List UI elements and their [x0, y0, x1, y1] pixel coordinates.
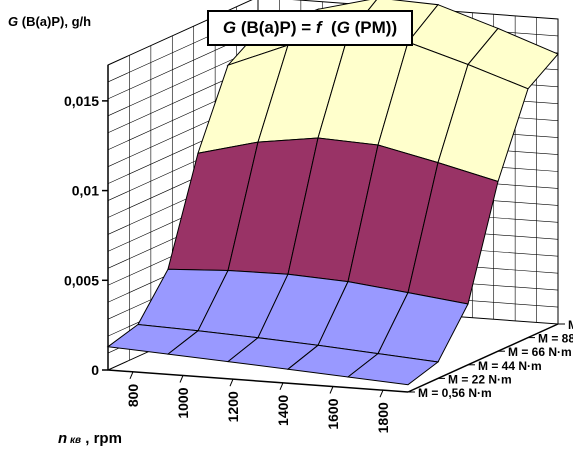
y-tick-label: M = 22 N·m: [448, 372, 512, 386]
y-axis: [407, 323, 559, 393]
x-tick-label: 1800: [375, 402, 391, 433]
y-tick-label: M = 44 N·m: [478, 359, 542, 373]
z-tick-label: 0: [91, 362, 99, 378]
x-tick: [229, 378, 234, 387]
y-tick-label: M = 110 N·m: [568, 318, 573, 332]
z-tick-label: 0,01: [72, 183, 99, 199]
x-tick: [379, 389, 384, 398]
x-tick-label: 800: [125, 384, 141, 408]
tick-labels: 0 0,005 0,01 0,015 800 1000 1200 1400 1600 1800 M …: [64, 93, 573, 433]
z-tick-label: 0,015: [64, 93, 99, 109]
z-axis-label: G (B(a)P), g/h: [8, 14, 92, 29]
axes: [102, 65, 565, 398]
x-tick: [179, 375, 184, 383]
x-tick-label: 1000: [175, 387, 191, 418]
y-tick-label: M = 66 N·m: [508, 345, 572, 359]
chart-title: G (B(a)P) = f (G (PM)): [207, 10, 413, 46]
x-axis: [107, 369, 409, 393]
y-tick-label: M = 0,56 N·m: [418, 386, 492, 400]
x-tick: [279, 382, 284, 391]
y-tick-label: M = 88 N·m: [538, 332, 573, 346]
surface-plot: [106, 0, 559, 386]
x-tick: [329, 386, 334, 394]
x-tick-label: 1400: [275, 395, 291, 426]
surface-cell: [346, 353, 440, 386]
x-axis-label: n кв , rpm: [58, 430, 122, 447]
x-tick-label: 1200: [225, 391, 241, 422]
z-tick-label: 0,005: [64, 272, 99, 288]
x-tick-label: 1600: [325, 398, 341, 429]
x-tick: [129, 371, 134, 380]
